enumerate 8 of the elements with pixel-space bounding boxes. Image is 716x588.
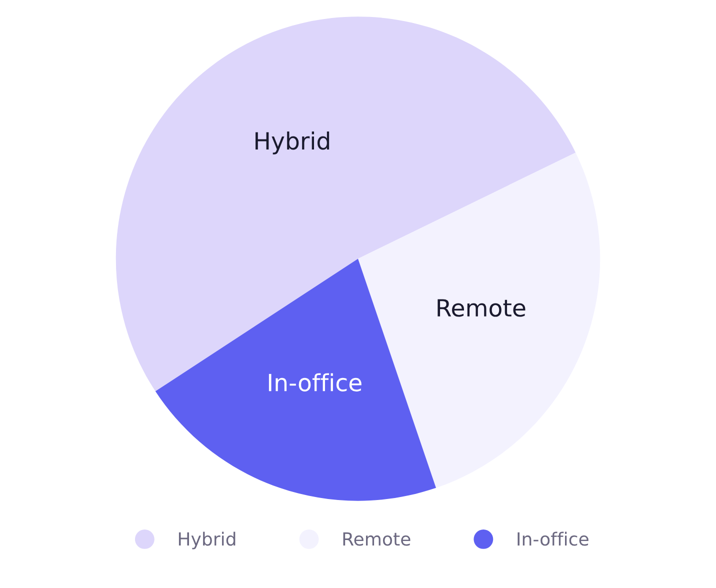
- pie-slice: [116, 16, 576, 392]
- pie-slice: [155, 258, 436, 501]
- slice-label: Remote: [438, 299, 526, 317]
- slice-label: Hybrid: [256, 132, 330, 154]
- legend-label: In-office: [518, 532, 588, 546]
- legend-label: Remote: [343, 532, 410, 546]
- slice-label: In-office: [268, 373, 362, 392]
- legend-label: Hybrid: [178, 532, 236, 550]
